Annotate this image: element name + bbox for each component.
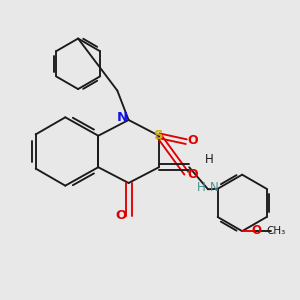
Text: H: H (197, 181, 206, 194)
Text: O: O (187, 134, 197, 147)
Text: H: H (205, 153, 214, 166)
Text: CH₃: CH₃ (266, 226, 286, 236)
Text: N: N (210, 181, 218, 194)
Text: O: O (187, 168, 197, 181)
Text: S: S (154, 129, 164, 142)
Text: O: O (251, 224, 261, 237)
Text: O: O (116, 209, 127, 222)
Text: N: N (117, 111, 128, 124)
